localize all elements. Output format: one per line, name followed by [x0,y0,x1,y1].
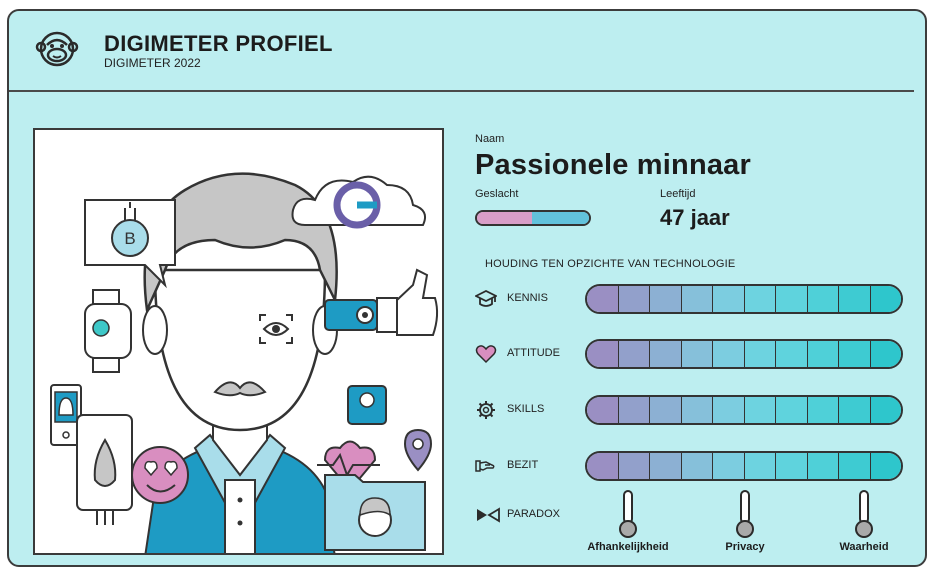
scale-segment [776,341,808,367]
scale-segment [650,453,682,479]
scale-segment [587,286,619,312]
scale-segment [587,341,619,367]
scale-segment [618,286,650,312]
page-subtitle: DIGIMETER 2022 [104,56,201,70]
bowtie-icon [477,507,500,523]
eye-icon [259,314,293,344]
paradox-item-afhankelijkheid: Afhankelijkheid [587,541,669,553]
scale-segment [839,341,871,367]
scale-segment [587,453,619,479]
scale-segment [807,453,839,479]
scale-segment [776,397,808,423]
thermometer-icon [619,490,637,538]
graduation-cap-icon [475,289,497,307]
profile-card: DIGIMETER PROFIEL DIGIMETER 2022 [7,9,927,567]
scale-segment [681,341,713,367]
attitude-row-label: ATTITUDE [507,347,560,359]
attitude-row-label: KENNIS [507,292,548,304]
attitude-row-attitude: ATTITUDE [475,339,905,369]
attitude-row-label: BEZIT [507,459,539,471]
scale-segment [744,397,776,423]
scale-segment [618,397,650,423]
age-value: 47 jaar [660,205,730,230]
scale-segment [713,341,745,367]
paradox-item-waarheid: Waarheid [839,541,889,553]
paradox-row: PARADOX [475,505,905,525]
gender-bar-female [477,212,532,224]
scale-segment [681,286,713,312]
scale-segment [650,397,682,423]
scale-segment [807,341,839,367]
attitude-scale [585,284,903,314]
scale-segment [681,453,713,479]
scale-segment [744,341,776,367]
scale-segment [650,286,682,312]
gender-label: Geslacht [475,188,519,200]
scale-segment [744,453,776,479]
smartwatch-icon [84,289,132,373]
scale-segment [807,397,839,423]
persona-illustration: B [33,128,444,555]
scale-segment [870,341,901,367]
attitude-scale [585,451,903,481]
scale-segment [807,286,839,312]
attitude-row-bezit: BEZIT [475,451,905,481]
scale-segment [870,286,901,312]
scale-segment [839,397,871,423]
profile-folder-icon [324,474,426,551]
gender-bar [475,210,591,226]
scale-segment [744,286,776,312]
location-pin-icon [403,428,433,472]
page-title: DIGIMETER PROFIEL [104,31,333,56]
scale-segment [839,453,871,479]
name-label: Naam [475,133,505,145]
scale-segment [713,397,745,423]
svg-text:B: B [124,229,135,248]
heart-eyes-emoji-icon [131,446,189,504]
head-shape [153,268,327,432]
thermometer-icon [736,490,754,538]
attitude-scale [585,339,903,369]
hair-shape [143,172,338,315]
attitude-row-skills: SKILLS [475,395,905,425]
scale-segment [587,397,619,423]
attitude-row-kennis: KENNIS [475,284,905,314]
scale-segment [713,286,745,312]
paradox-label: PARADOX [507,508,560,520]
scale-icon [347,385,387,425]
header-divider [9,90,914,92]
persona-name: Passionele minnaar [475,149,751,181]
attitude-scale [585,395,903,425]
scale-segment [870,397,901,423]
header: DIGIMETER PROFIEL DIGIMETER 2022 [9,11,925,92]
section-title: HOUDING TEN OPZICHTE VAN TECHNOLOGIE [485,258,736,270]
thermometer-icon [855,490,873,538]
smartphone-icon [76,414,133,525]
scale-segment [776,453,808,479]
scale-segment [650,341,682,367]
monkey-face-icon [35,31,79,67]
google-cloud-icon [291,175,426,229]
scale-segment [618,453,650,479]
scale-segment [618,341,650,367]
scale-segment [681,397,713,423]
bell-device-icon [50,384,82,446]
paradox-item-privacy: Privacy [725,541,765,553]
robot-arm-icon [324,268,439,336]
attitude-row-label: SKILLS [507,403,545,415]
gender-bar-male [531,212,589,224]
scale-segment [713,453,745,479]
handshake-icon [475,460,495,472]
bitcoin-bubble-icon: B [84,199,176,289]
scale-segment [839,286,871,312]
age-label: Leeftijd [660,188,696,200]
scale-segment [870,453,901,479]
gear-icon [477,401,495,419]
scale-segment [776,286,808,312]
heartbeat-icon [317,440,380,492]
heart-icon [475,345,497,364]
